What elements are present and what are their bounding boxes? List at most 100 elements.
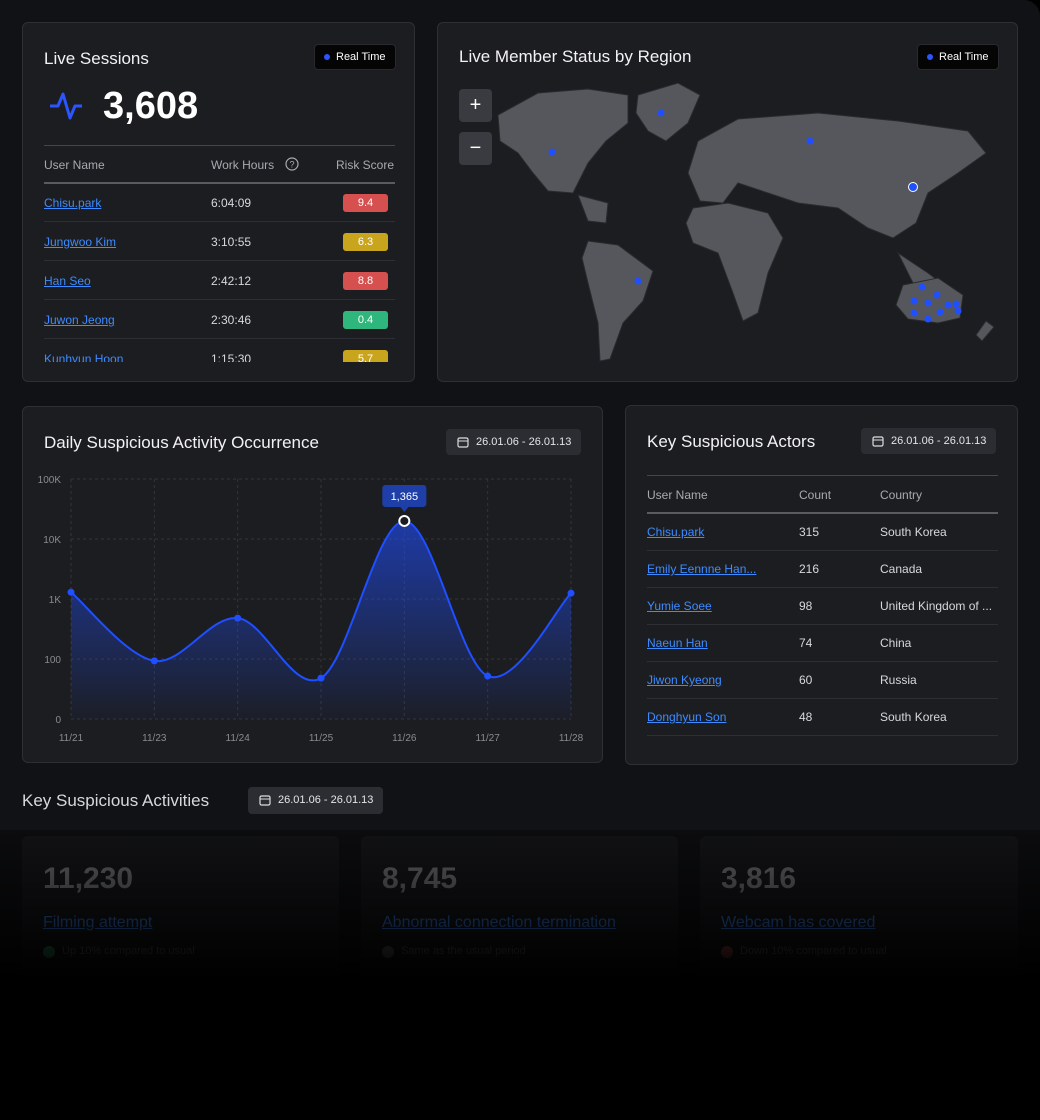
session-count: 3,608 <box>103 85 199 127</box>
column-header: Count <box>799 488 832 502</box>
risk-score: 0.4 <box>343 311 388 329</box>
country: Canada <box>880 562 923 576</box>
card-title: Live Member Status by Region <box>459 47 692 66</box>
country: Russia <box>880 673 917 687</box>
y-tick-label: 100K <box>38 475 62 486</box>
country: United Kingdom of ... <box>880 599 993 613</box>
work-hours: 2:42:12 <box>211 274 252 288</box>
zoom-in-button[interactable]: + <box>459 89 492 122</box>
count: 315 <box>799 525 820 539</box>
work-hours: 3:10:55 <box>211 235 252 249</box>
y-tick-label: 100 <box>44 655 61 666</box>
country: South Korea <box>880 525 947 539</box>
user-link[interactable]: Juwon Jeong <box>44 313 115 327</box>
row-divider <box>44 260 395 261</box>
x-tick-label: 11/26 <box>392 733 417 744</box>
row-divider <box>44 299 395 300</box>
user-link[interactable]: Jiwon Kyeong <box>647 673 722 687</box>
map-card: Live Member Status by Region Real Time +… <box>437 22 1018 382</box>
point <box>234 614 242 622</box>
count: 48 <box>799 710 813 724</box>
date-range-text: 26.01.06 - 26.01.13 <box>278 794 374 806</box>
country: China <box>880 636 912 650</box>
row-divider <box>647 587 998 588</box>
point <box>567 589 575 597</box>
column-header: User Name <box>647 488 708 502</box>
row-divider <box>44 221 395 222</box>
y-tick-label: 0 <box>55 715 61 726</box>
user-link[interactable]: Kunhyun Hoon <box>44 352 124 362</box>
tooltip-text: 1,365 <box>391 491 419 503</box>
user-link[interactable]: Chisu.park <box>647 525 705 539</box>
count: 60 <box>799 673 813 687</box>
point <box>317 674 325 682</box>
line-chart: 0 100 1K 10K 100K 11/21 11/23 11/24 11/25 11/26 11… <box>38 475 584 744</box>
session-rows: Chisu.park 6:04:09 9.4 Jungwoo Kim 3:10:55 6.… <box>23 184 414 362</box>
svg-text:?: ? <box>289 160 294 170</box>
x-tick-label: 11/24 <box>226 733 251 744</box>
column-header: Work Hours <box>211 158 275 172</box>
x-tick-label: 11/23 <box>142 733 167 744</box>
fade-overlay <box>0 830 1040 1120</box>
y-tick-label: 1K <box>49 595 62 606</box>
help-icon[interactable]: ? <box>285 157 299 171</box>
user-link[interactable]: Donghyun Son <box>647 710 727 724</box>
activity-chart-card: Daily Suspicious Activity Occurrence 26.… <box>22 406 603 763</box>
pulse-icon <box>50 92 82 120</box>
point <box>150 657 158 665</box>
live-sessions-card: Live Sessions Real Time 3,608 User Name … <box>22 22 415 382</box>
row-divider <box>647 735 998 736</box>
date-range[interactable]: 26.01.06 - 26.01.13 <box>248 787 384 814</box>
risk-score: 9.4 <box>343 194 388 212</box>
risk-score: 5.7 <box>343 350 388 362</box>
badge: Real Time <box>314 44 396 70</box>
column-header: User Name <box>44 158 105 172</box>
country: South Korea <box>880 710 947 724</box>
count: 74 <box>799 636 813 650</box>
row-divider <box>44 338 395 339</box>
work-hours: 2:30:46 <box>211 313 252 327</box>
user-link[interactable]: Jungwoo Kim <box>44 235 117 249</box>
point <box>484 672 492 680</box>
tooltip-box <box>382 484 427 507</box>
x-tick-label: 11/28 <box>559 733 584 744</box>
chart-title: Daily Suspicious Activity Occurrence <box>44 433 319 452</box>
badge: Real Time <box>917 44 999 70</box>
user-link[interactable]: Chisu.park <box>44 196 102 210</box>
work-hours: 1:15:30 <box>211 352 252 362</box>
world-map <box>497 82 995 362</box>
user-link[interactable]: Yumie Soee <box>647 599 712 613</box>
row-divider <box>647 624 998 625</box>
row-divider <box>647 550 998 551</box>
date-range-text: 26.01.06 - 26.01.13 <box>476 436 572 448</box>
row-divider <box>647 698 998 699</box>
y-tick-label: 10K <box>43 535 61 546</box>
date-range-text: 26.01.06 - 26.01.13 <box>891 435 987 447</box>
work-hours: 6:04:09 <box>211 196 252 210</box>
count: 98 <box>799 599 813 613</box>
zoom-out-button[interactable]: − <box>459 132 492 165</box>
section-title: Key Suspicious Activities <box>22 791 210 810</box>
card-title: Key Suspicious Actors <box>647 432 816 451</box>
point <box>67 588 75 596</box>
user-link[interactable]: Han Seo <box>44 274 91 288</box>
date-range[interactable]: 26.01.06 - 26.01.13 <box>446 429 582 455</box>
point-highlight <box>398 514 411 527</box>
card-title: Live Sessions <box>44 49 149 68</box>
count: 216 <box>799 562 820 576</box>
user-link[interactable]: Emily Eennne Han... <box>647 562 757 576</box>
x-tick-label: 11/25 <box>309 733 334 744</box>
row-divider <box>647 661 998 662</box>
tooltip-arrow <box>400 506 409 512</box>
area <box>71 520 571 719</box>
column-header: Risk Score <box>336 158 395 172</box>
risk-score: 6.3 <box>343 233 388 251</box>
x-tick-label: 11/27 <box>476 733 501 744</box>
x-tick-label: 11/21 <box>59 733 84 744</box>
actors-card: Key Suspicious Actors 26.01.06 - 26.01.1… <box>625 405 1018 765</box>
date-range[interactable]: 26.01.06 - 26.01.13 <box>861 428 997 454</box>
user-link[interactable]: Naeun Han <box>647 636 708 650</box>
column-header: Country <box>880 488 923 502</box>
actor-rows: Chisu.park 315 South Korea Emily Eennne Han… <box>626 514 1017 744</box>
